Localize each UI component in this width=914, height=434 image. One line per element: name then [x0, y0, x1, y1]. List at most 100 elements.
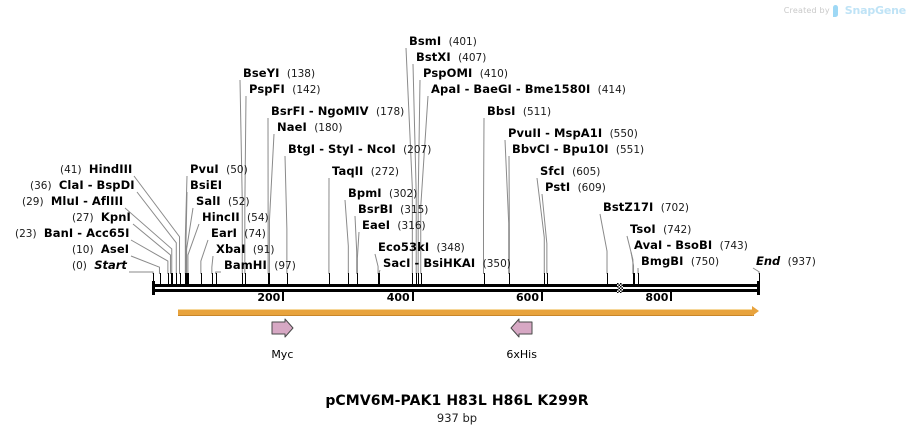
site-tick[interactable]: [328, 273, 330, 284]
site-position: (742): [663, 224, 692, 236]
site-tick[interactable]: [418, 273, 420, 284]
restriction-site-label[interactable]: EaeI (316): [362, 219, 426, 232]
ruler-tick: [282, 292, 285, 301]
restriction-site-label[interactable]: SacI - BsiHKAI (350): [383, 257, 511, 270]
feature-tag-6xhis[interactable]: 6xHis: [506, 318, 537, 364]
site-tick[interactable]: [509, 273, 511, 284]
site-tick[interactable]: [187, 273, 189, 284]
site-tick[interactable]: [159, 273, 161, 284]
restriction-site-label[interactable]: XbaI (91): [216, 243, 274, 256]
site-tick[interactable]: [357, 273, 359, 284]
restriction-site-label[interactable]: EarI (74): [211, 227, 266, 240]
enzyme-name: HincII: [202, 210, 240, 224]
ruler-label: 600: [516, 291, 539, 304]
restriction-site-label[interactable]: BseYI (138): [243, 67, 315, 80]
restriction-site-label[interactable]: End (937): [756, 255, 816, 268]
feature-tag-myc[interactable]: Myc: [268, 318, 296, 364]
site-tick[interactable]: [632, 273, 634, 284]
site-tick[interactable]: [379, 273, 381, 284]
site-position: (180): [314, 122, 343, 134]
site-tick[interactable]: [244, 273, 246, 284]
restriction-site-label[interactable]: PstI (609): [545, 181, 606, 194]
site-tick[interactable]: [185, 273, 187, 284]
restriction-site-label[interactable]: (0) Start: [72, 259, 127, 272]
restriction-site-label[interactable]: BsrBI (315): [358, 203, 428, 216]
restriction-site-label[interactable]: SfcI (605): [540, 165, 600, 178]
enzyme-separator: -: [410, 256, 424, 270]
restriction-site-label[interactable]: BbsI (511): [487, 105, 551, 118]
restriction-site-label[interactable]: AvaI - BsoBI (743): [634, 239, 748, 252]
enzyme-name: StyI: [327, 142, 354, 156]
restriction-site-label[interactable]: BbvCI - Bpu10I (551): [512, 143, 644, 156]
site-tick[interactable]: [508, 273, 510, 284]
enzyme-name: PstI: [545, 180, 571, 194]
site-tick[interactable]: [544, 273, 546, 284]
restriction-site-label[interactable]: PspFI (142): [249, 83, 321, 96]
restriction-site-label[interactable]: ApaI - BaeGI - Bme1580I (414): [431, 83, 626, 96]
site-tick[interactable]: [356, 273, 358, 284]
site-tick[interactable]: [607, 273, 608, 284]
site-tick[interactable]: [186, 273, 188, 284]
site-tick[interactable]: [416, 273, 418, 284]
restriction-site-label[interactable]: HincII (54): [202, 211, 269, 224]
restriction-site-label[interactable]: BmgBI (750): [641, 255, 719, 268]
restriction-site-label[interactable]: BpmI (302): [348, 187, 417, 200]
enzyme-name: HindIII: [88, 162, 133, 176]
restriction-site-label[interactable]: (36) ClaI - BspDI: [30, 179, 135, 192]
site-tick[interactable]: [153, 273, 154, 284]
site-tick[interactable]: [268, 273, 270, 284]
restriction-site-label[interactable]: BsmI (401): [409, 35, 477, 48]
site-tick[interactable]: [242, 273, 244, 284]
site-leader-line: [130, 239, 169, 274]
restriction-site-label[interactable]: (27) KpnI: [72, 211, 131, 224]
site-tick[interactable]: [269, 273, 271, 284]
restriction-site-label[interactable]: TaqII (272): [332, 165, 399, 178]
site-tick[interactable]: [420, 273, 422, 284]
site-tick[interactable]: [179, 273, 181, 284]
restriction-site-label[interactable]: TsoI (742): [630, 223, 691, 236]
site-tick[interactable]: [759, 273, 760, 284]
restriction-site-label[interactable]: BstXI (407): [416, 51, 486, 64]
restriction-site-label[interactable]: Eco53kI (348): [378, 241, 465, 254]
orf-feature-bar[interactable]: [178, 309, 754, 316]
site-tick[interactable]: [200, 273, 202, 284]
site-tick[interactable]: [170, 273, 172, 284]
site-tick[interactable]: [286, 273, 288, 284]
site-tick[interactable]: [176, 273, 178, 284]
site-leader-line: [630, 251, 635, 274]
site-leader-line: [504, 139, 510, 274]
site-tick[interactable]: [638, 273, 640, 284]
site-tick[interactable]: [211, 273, 213, 284]
site-tick[interactable]: [171, 273, 173, 284]
restriction-site-label[interactable]: PspOMI (410): [423, 67, 508, 80]
enzyme-name: ClaI: [58, 178, 84, 192]
site-tick[interactable]: [378, 273, 380, 284]
restriction-site-label[interactable]: (29) MluI - AflIII: [22, 195, 123, 208]
restriction-site-label[interactable]: BstZ17I (702): [603, 201, 689, 214]
restriction-site-label[interactable]: NaeI (180): [277, 121, 342, 134]
site-leader-line: [244, 95, 247, 274]
enzyme-name: SalI: [196, 194, 221, 208]
restriction-site-label[interactable]: (10) AseI: [72, 243, 129, 256]
restriction-site-label[interactable]: BsiEI: [190, 179, 222, 191]
site-tick[interactable]: [348, 273, 350, 284]
site-tick[interactable]: [167, 273, 169, 284]
restriction-site-label[interactable]: PvuI (50): [190, 163, 248, 176]
restriction-site-label[interactable]: (41) HindIII: [60, 163, 132, 176]
restriction-site-label[interactable]: PvuII - MspA1I (550): [508, 127, 638, 140]
restriction-site-label[interactable]: (23) BanI - Acc65I: [15, 227, 129, 240]
site-tick[interactable]: [546, 273, 548, 284]
site-tick[interactable]: [186, 273, 187, 284]
site-tick[interactable]: [633, 273, 635, 284]
restriction-site-label[interactable]: BsrFI - NgoMIV (178): [271, 105, 404, 118]
enzyme-name: BamHI: [224, 258, 267, 272]
site-leader-line: [417, 79, 421, 274]
site-tick[interactable]: [412, 273, 414, 284]
restriction-site-label[interactable]: BtgI - StyI - NcoI (207): [288, 143, 431, 156]
site-position: (410): [479, 68, 508, 80]
restriction-site-label[interactable]: BamHI (97): [224, 259, 296, 272]
site-tick[interactable]: [483, 273, 485, 284]
site-tick[interactable]: [215, 273, 217, 284]
restriction-site-label[interactable]: SalI (52): [196, 195, 250, 208]
